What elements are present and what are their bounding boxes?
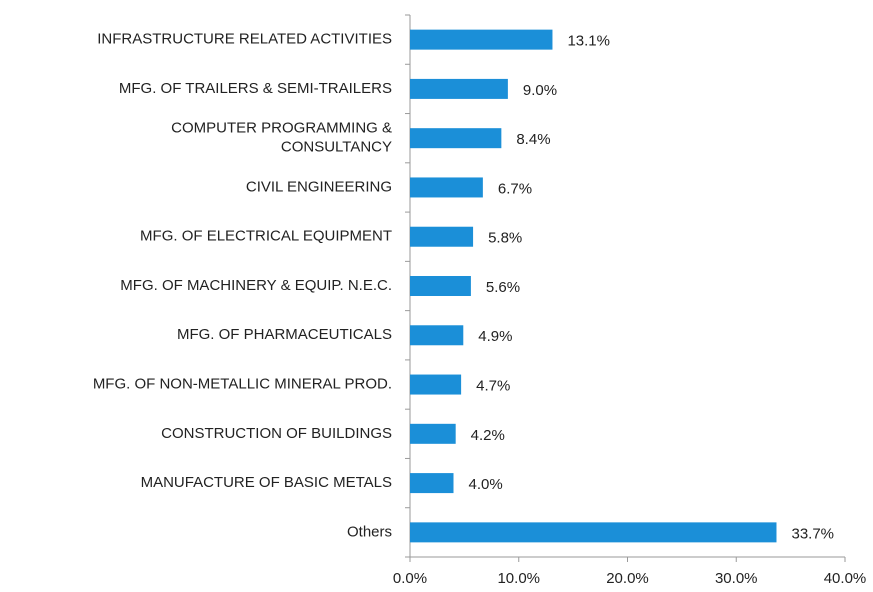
bar xyxy=(410,522,777,543)
bar xyxy=(410,423,456,444)
x-tick-label: 30.0% xyxy=(715,570,758,587)
value-label: 4.9% xyxy=(478,328,512,345)
y-tick-label: MANUFACTURE OF BASIC METALS xyxy=(141,474,392,491)
value-label: 9.0% xyxy=(523,82,557,99)
x-tick-label: 10.0% xyxy=(497,570,540,587)
y-tick-label: Others xyxy=(347,523,392,540)
y-tick-label: MFG. OF ELECTRICAL EQUIPMENT xyxy=(140,228,392,245)
value-label: 5.8% xyxy=(488,230,522,247)
x-tick-label: 20.0% xyxy=(606,570,649,587)
y-tick-label: INFRASTRUCTURE RELATED ACTIVITIES xyxy=(97,31,392,48)
value-label: 6.7% xyxy=(498,180,532,197)
y-tick-label: CONSTRUCTION OF BUILDINGS xyxy=(161,425,392,442)
y-tick-label: CIVIL ENGINEERING xyxy=(246,178,392,195)
bar xyxy=(410,374,462,395)
x-tick-label: 40.0% xyxy=(824,570,867,587)
value-label: 13.1% xyxy=(567,33,610,50)
y-tick-label: MFG. OF NON-METALLIC MINERAL PROD. xyxy=(93,376,392,393)
value-label: 4.0% xyxy=(469,476,503,493)
y-tick-label: MFG. OF MACHINERY & EQUIP. N.E.C. xyxy=(120,277,392,294)
value-label: 5.6% xyxy=(486,279,520,296)
bar xyxy=(410,473,454,494)
bar xyxy=(410,325,464,346)
y-tick-label: MFG. OF TRAILERS & SEMI-TRAILERS xyxy=(119,80,392,97)
y-tick-label: MFG. OF PHARMACEUTICALS xyxy=(177,326,392,343)
bar xyxy=(410,276,471,296)
x-tick-label: 0.0% xyxy=(393,570,427,587)
y-tick-label: CONSULTANCY xyxy=(281,139,392,156)
y-tick-label: COMPUTER PROGRAMMING & xyxy=(171,120,392,137)
bar xyxy=(410,78,508,99)
bar xyxy=(410,177,483,198)
value-label: 4.2% xyxy=(471,427,505,444)
bar xyxy=(410,226,474,247)
value-label: 33.7% xyxy=(791,525,834,542)
value-label: 4.7% xyxy=(476,378,510,395)
value-label: 8.4% xyxy=(516,131,550,148)
bar xyxy=(410,128,502,149)
bar xyxy=(410,29,553,50)
